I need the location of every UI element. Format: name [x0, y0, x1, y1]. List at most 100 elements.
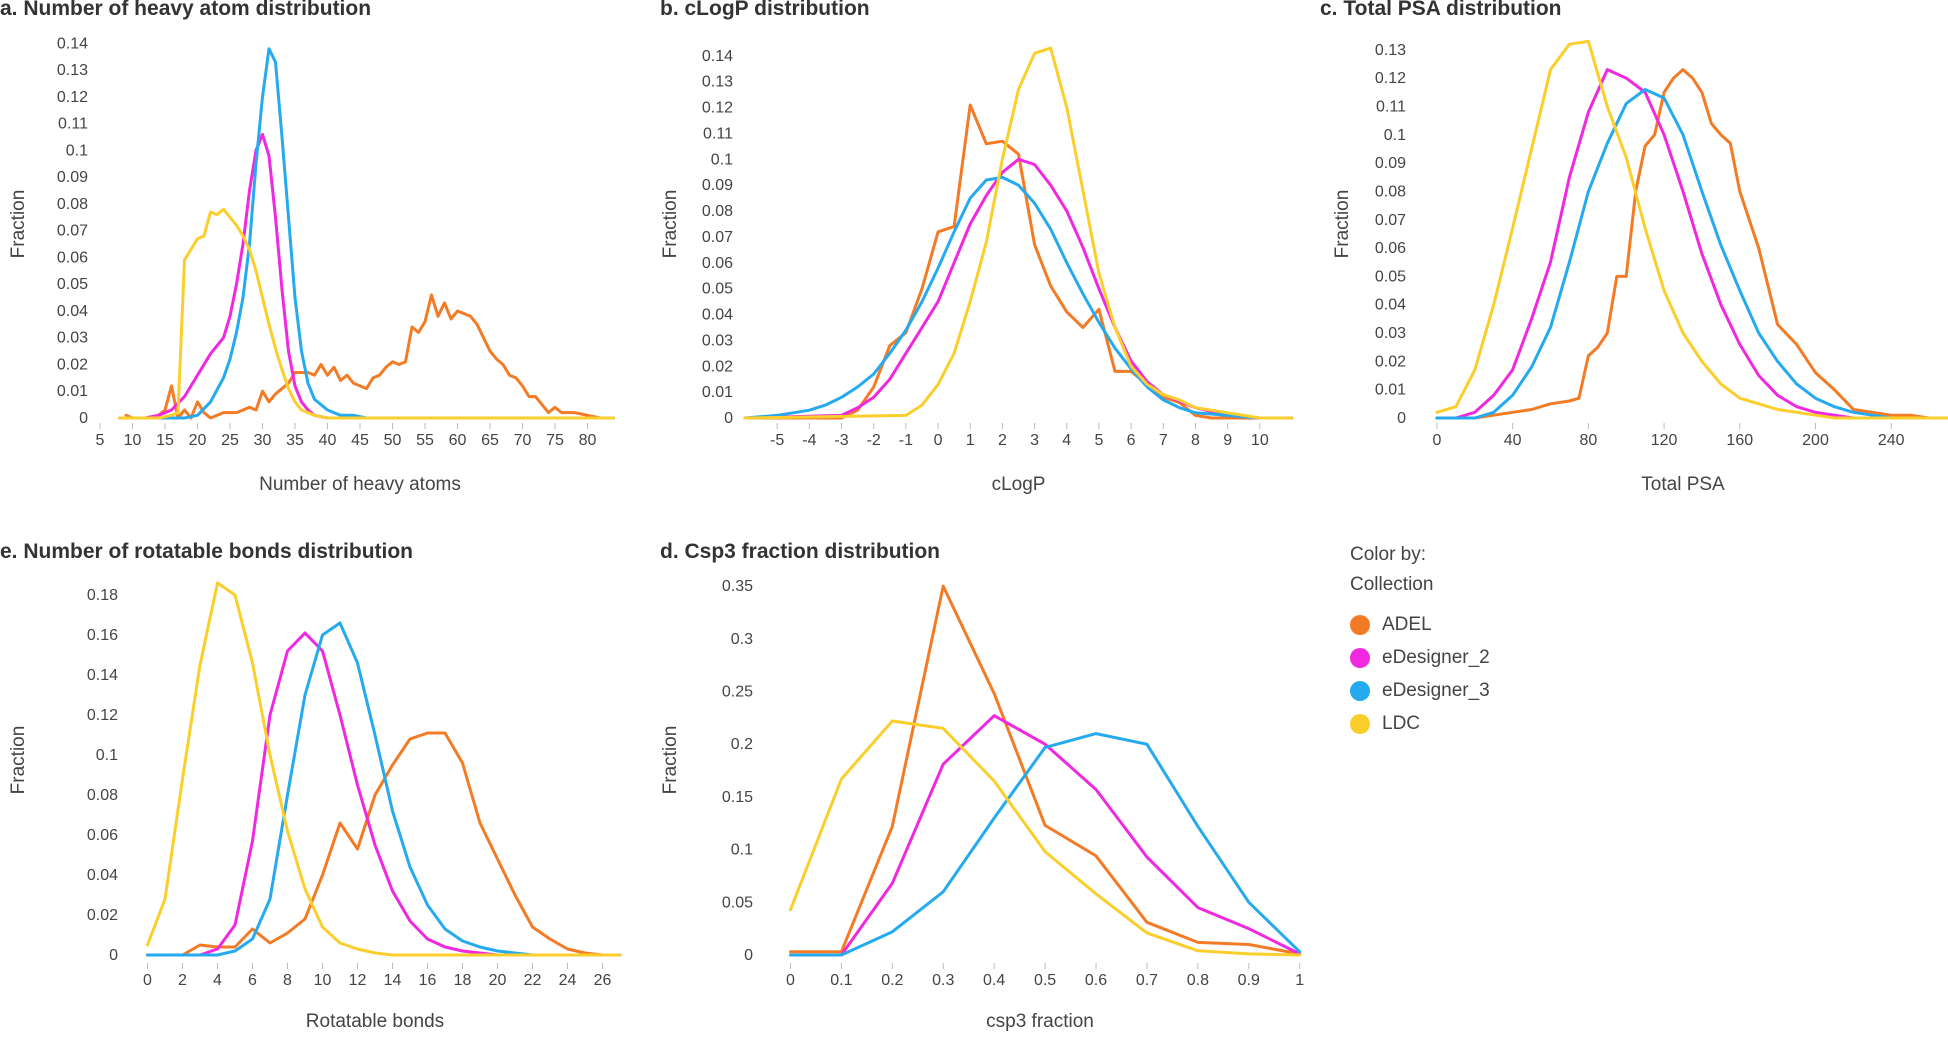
legend-swatch-ldc [1350, 713, 1370, 734]
chart-d-xtick-label: 0.7 [1136, 972, 1158, 989]
chart-b-ytick-label: 0.14 [702, 48, 733, 65]
chart-a-xtick-label: 45 [351, 432, 369, 449]
chart-c-ytick-label: 0.11 [1376, 98, 1406, 115]
chart-a-ytick-label: 0.03 [57, 330, 88, 347]
chart-c-ytick-label: 0.08 [1375, 183, 1406, 200]
chart-b-xlabel: cLogP [992, 474, 1046, 495]
chart-e-ytick-label: 0.04 [87, 867, 118, 884]
chart-b-xtick-label: 6 [1127, 432, 1136, 449]
chart-a-ytick-label: 0.08 [57, 196, 88, 213]
chart-e-title: e. Number of rotatable bonds distributio… [0, 540, 414, 563]
chart-a-series-ldc [118, 207, 615, 420]
chart-a-ytick-label: 0.07 [57, 223, 88, 240]
chart-c-ytick-label: 0.13 [1375, 42, 1406, 59]
chart-c-ytick-label: 0.02 [1375, 353, 1406, 370]
chart-a-series-edesigner-2 [118, 132, 615, 420]
legend-label-edesigner-3: eDesigner_3 [1382, 679, 1490, 701]
chart-d-series-edesigner-2 [789, 714, 1302, 957]
chart-d-xtick-label: 1 [1295, 972, 1304, 989]
chart-b-ytick-label: 0.11 [703, 125, 733, 142]
chart-d-ytick-label: 0.1 [731, 842, 753, 859]
chart-e-xtick-label: 26 [594, 972, 612, 989]
chart-e-ytick-label: 0.14 [87, 667, 118, 684]
chart-a-xtick-label: 30 [254, 432, 272, 449]
chart-c-xtick-label: 160 [1726, 432, 1753, 449]
chart-a-xtick-label: 25 [221, 432, 239, 449]
chart-a-xtick-label: 75 [546, 432, 564, 449]
legend-item-edesigner-3[interactable]: eDesigner_3 [1350, 674, 1490, 707]
chart-a-series-edesigner-3 [118, 47, 615, 420]
chart-a-title: a. Number of heavy atom distribution [0, 0, 372, 20]
chart-b-series-edesigner-2 [743, 157, 1294, 420]
legend-item-adel[interactable]: ADEL [1350, 608, 1490, 641]
chart-a-xtick-label: 65 [481, 432, 499, 449]
legend-item-ldc[interactable]: LDC [1350, 707, 1490, 740]
chart-a-xtick-label: 35 [286, 432, 304, 449]
chart-e-ytick-label: 0.02 [87, 907, 118, 924]
chart-a-ytick-label: 0.11 [58, 116, 88, 133]
chart-a-ytick-label: 0 [79, 410, 88, 427]
chart-b-title: b. cLogP distribution [660, 0, 870, 20]
chart-a-ytick-label: 0.09 [57, 169, 88, 186]
chart-a-series-adel [124, 293, 615, 420]
chart-d-xtick-label: 0.3 [932, 972, 954, 989]
chart-e-xtick-label: 24 [559, 972, 577, 989]
chart-b-ytick-label: 0.04 [702, 307, 733, 324]
legend-swatch-adel [1350, 614, 1370, 635]
chart-e-ytick-label: 0.06 [87, 827, 118, 844]
chart-b-ytick-label: 0.08 [702, 203, 733, 220]
chart-c-ytick-label: 0 [1397, 410, 1406, 427]
chart-c-series-adel [1435, 68, 1948, 420]
chart-c-xtick-label: 120 [1651, 432, 1678, 449]
chart-d-xtick-label: 0.6 [1085, 972, 1107, 989]
chart-c-xlabel: Total PSA [1641, 474, 1725, 495]
chart-e-ytick-label: 0 [109, 947, 118, 964]
chart-e-ytick-label: 0.18 [87, 587, 118, 604]
chart-a-xtick-label: 10 [124, 432, 142, 449]
chart-d-series-edesigner-3 [789, 732, 1302, 957]
chart-b-series-adel [743, 103, 1294, 420]
chart-b-xtick-label: 8 [1191, 432, 1200, 449]
chart-a-ytick-label: 0.06 [57, 249, 88, 266]
chart-d-series-adel [789, 584, 1302, 956]
chart-a-ytick-label: 0.12 [57, 89, 88, 106]
chart-c-ylabel: Fraction [1332, 190, 1353, 259]
chart-b-series-edesigner-3 [743, 175, 1294, 420]
chart-b-ytick-label: 0 [724, 410, 733, 427]
chart-b-ytick-label: 0.12 [702, 100, 733, 117]
chart-e-series-adel [146, 731, 622, 957]
chart-b-xtick-label: -5 [770, 432, 784, 449]
chart-a-xtick-label: 55 [416, 432, 434, 449]
chart-a-xtick-label: 80 [579, 432, 597, 449]
chart-d-xtick-label: 0.8 [1187, 972, 1209, 989]
chart-b-xtick-label: 9 [1223, 432, 1232, 449]
legend-item-edesigner-2[interactable]: eDesigner_2 [1350, 641, 1490, 674]
chart-b-ytick-label: 0.01 [702, 384, 733, 401]
chart-b-ytick-label: 0.05 [702, 281, 733, 298]
chart-c-xtick-label: 0 [1432, 432, 1441, 449]
chart-b-ytick-label: 0.13 [702, 74, 733, 91]
chart-d-ytick-label: 0.05 [722, 894, 753, 911]
chart-d-ytick-label: 0.15 [722, 789, 753, 806]
chart-e-ylabel: Fraction [8, 726, 29, 795]
chart-a-ytick-label: 0.02 [57, 356, 88, 373]
chart-e-xtick-label: 4 [213, 972, 222, 989]
chart-b-ytick-label: 0.07 [702, 229, 733, 246]
chart-d-ylabel: Fraction [660, 726, 681, 795]
chart-a-ytick-label: 0.01 [57, 383, 88, 400]
chart-c-xtick-label: 240 [1878, 432, 1905, 449]
legend-swatch-edesigner-2 [1350, 647, 1370, 668]
chart-c-ytick-label: 0.03 [1375, 325, 1406, 342]
chart-b-xtick-label: -1 [899, 432, 913, 449]
chart-c-xtick-label: 80 [1579, 432, 1597, 449]
chart-a-xtick-label: 50 [384, 432, 402, 449]
chart-e-xlabel: Rotatable bonds [306, 1011, 444, 1032]
legend-label-adel: ADEL [1382, 613, 1432, 635]
chart-a-xtick-label: 15 [156, 432, 174, 449]
chart-d-xtick-label: 0.4 [983, 972, 1005, 989]
chart-d-ytick-label: 0 [744, 947, 753, 964]
chart-b-xtick-label: 7 [1159, 432, 1168, 449]
chart-e-xtick-label: 6 [248, 972, 257, 989]
chart-c-ytick-label: 0.1 [1384, 127, 1406, 144]
legend-label-ldc: LDC [1382, 712, 1421, 734]
